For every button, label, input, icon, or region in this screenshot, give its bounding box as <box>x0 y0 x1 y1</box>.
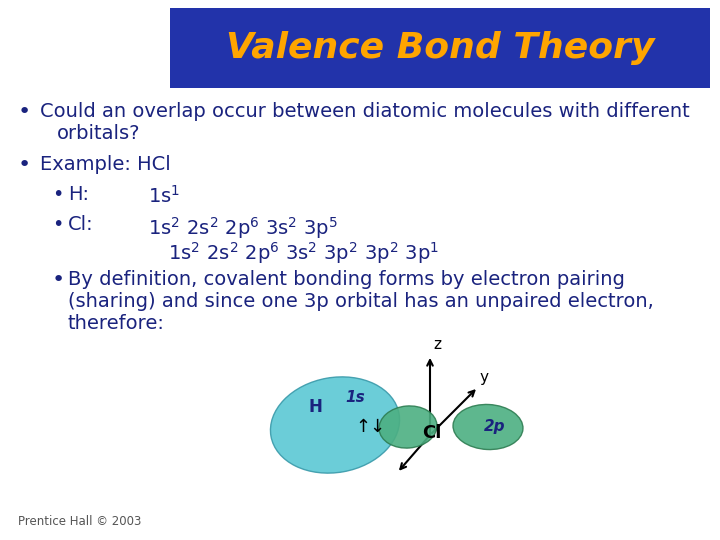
Text: ↑↓: ↑↓ <box>355 418 385 436</box>
FancyBboxPatch shape <box>170 8 710 88</box>
Text: •: • <box>18 102 31 122</box>
Text: 1s: 1s <box>345 389 365 404</box>
Text: Prentice Hall © 2003: Prentice Hall © 2003 <box>18 515 141 528</box>
Text: •: • <box>52 270 66 290</box>
Text: Example: HCl: Example: HCl <box>40 155 171 174</box>
Text: y: y <box>480 370 489 385</box>
Ellipse shape <box>453 404 523 449</box>
Text: therefore:: therefore: <box>68 314 165 333</box>
Text: 2p: 2p <box>485 420 505 435</box>
Text: Valence Bond Theory: Valence Bond Theory <box>226 31 654 65</box>
Text: Could an overlap occur between diatomic molecules with different: Could an overlap occur between diatomic … <box>40 102 690 121</box>
Text: •: • <box>52 185 63 204</box>
Text: z: z <box>433 337 441 352</box>
Text: $\mathregular{1s^{1}}$: $\mathregular{1s^{1}}$ <box>148 185 180 207</box>
Text: Cl: Cl <box>423 424 441 442</box>
Text: By definition, covalent bonding forms by electron pairing: By definition, covalent bonding forms by… <box>68 270 625 289</box>
Text: •: • <box>18 155 31 175</box>
Text: (sharing) and since one 3p orbital has an unpaired electron,: (sharing) and since one 3p orbital has a… <box>68 292 654 311</box>
Ellipse shape <box>271 377 400 473</box>
Text: •: • <box>52 215 63 234</box>
Text: H:: H: <box>68 185 89 204</box>
Text: Cl:: Cl: <box>68 215 94 234</box>
Ellipse shape <box>379 406 437 448</box>
Text: $\mathregular{1s^{2}\ 2s^{2}\ 2p^{6}\ 3s^{2}\ 3p^{2}\ 3p^{2}\ 3p^{1}}$: $\mathregular{1s^{2}\ 2s^{2}\ 2p^{6}\ 3s… <box>168 240 439 266</box>
Text: H: H <box>308 398 322 416</box>
Text: $\mathregular{1s^{2}\ 2s^{2}\ 2p^{6}\ 3s^{2}\ 3p^{5}}$: $\mathregular{1s^{2}\ 2s^{2}\ 2p^{6}\ 3s… <box>148 215 338 241</box>
Text: orbitals?: orbitals? <box>57 124 140 143</box>
